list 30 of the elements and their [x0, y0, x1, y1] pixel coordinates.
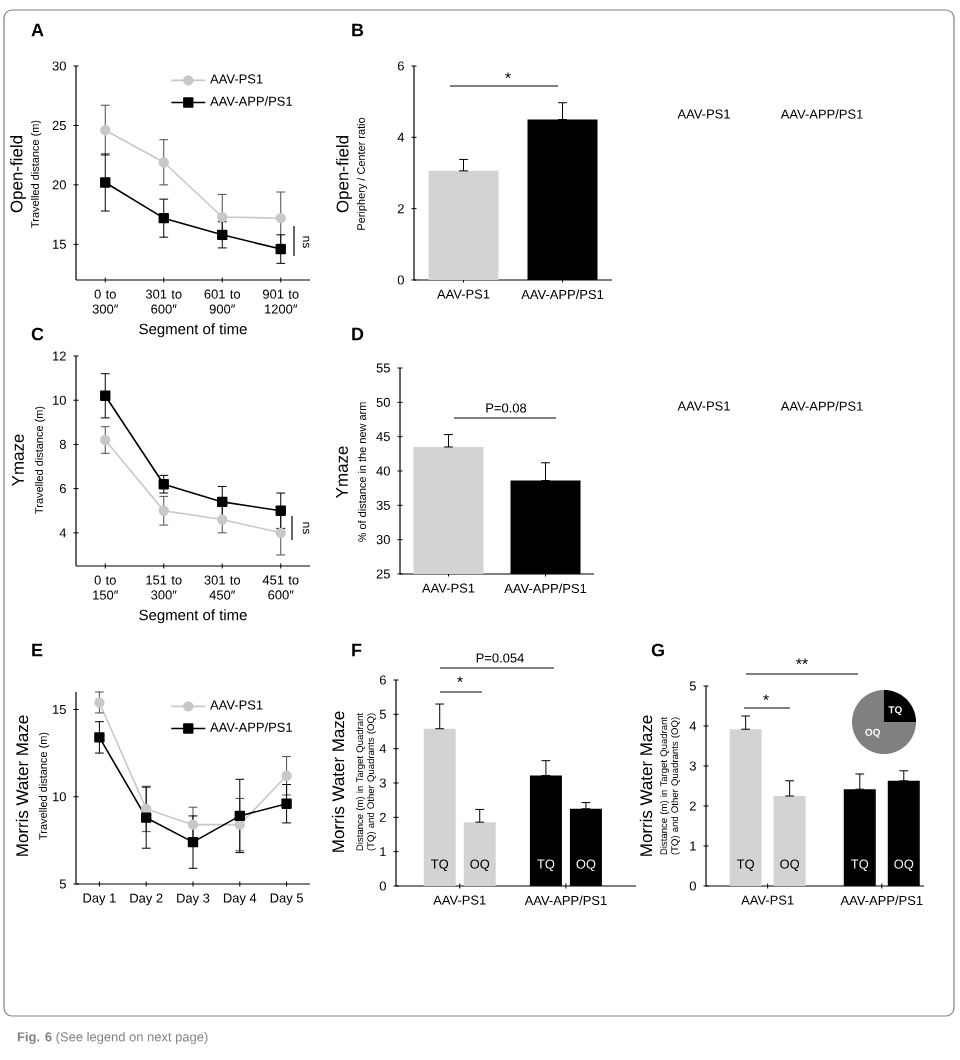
- point: [158, 479, 169, 490]
- point: [275, 505, 286, 516]
- chart-title: E: [32, 643, 43, 657]
- point: [275, 212, 286, 224]
- y-axis-title: Ymaze: [336, 446, 348, 498]
- point: [158, 212, 169, 224]
- point: [100, 434, 111, 446]
- y-axis-title: Morris Water Maze: [331, 711, 345, 852]
- chart-title: G: [651, 643, 664, 657]
- point: [141, 812, 152, 823]
- point: [94, 732, 105, 743]
- point: [187, 836, 199, 848]
- point: [100, 177, 111, 188]
- point: [100, 390, 111, 401]
- y-axis-title: Ymaze: [12, 434, 24, 486]
- chart-title: C: [31, 327, 44, 341]
- y-axis-title: Morris Water Maze: [15, 715, 29, 856]
- chart-title: A: [31, 23, 44, 37]
- y-axis-title: Open-field: [10, 136, 26, 213]
- point: [94, 697, 105, 708]
- point: [158, 505, 169, 516]
- point: [100, 125, 111, 136]
- point: [158, 157, 169, 168]
- y-axis-title: Open-field: [336, 136, 352, 213]
- chart-title: F: [352, 643, 362, 657]
- chart-title: D: [352, 327, 364, 341]
- point: [217, 496, 228, 508]
- y-axis-title: Morris Water Maze: [639, 715, 653, 856]
- point: [234, 810, 245, 822]
- chart-title: B: [352, 23, 364, 37]
